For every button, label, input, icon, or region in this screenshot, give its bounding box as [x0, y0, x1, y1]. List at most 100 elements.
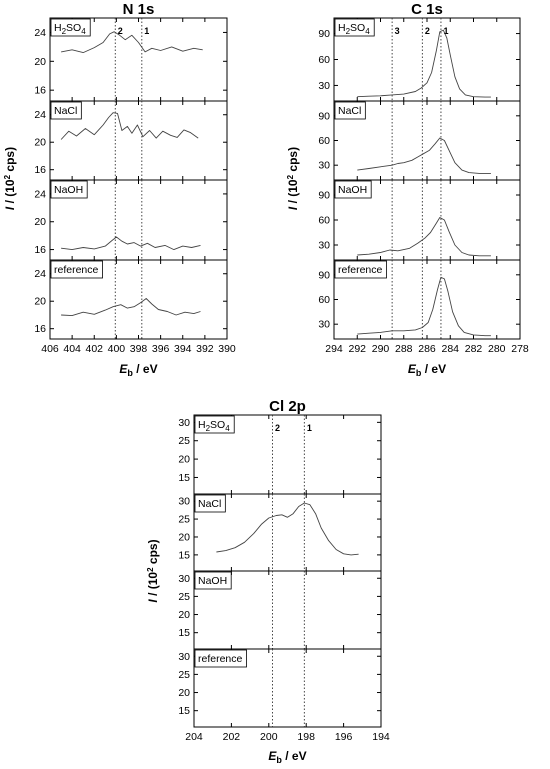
panel-naoh: 16 20 24 NaOH: [34, 179, 228, 261]
y-tick-label: 60: [318, 215, 330, 227]
panel-label-box: [50, 18, 91, 37]
x-tick-label: 402: [85, 343, 103, 355]
x-tick-label: 202: [223, 731, 241, 743]
y-tick-label: 25: [178, 435, 190, 447]
x-tick-label: 286: [418, 343, 436, 355]
x-axis-label: Eb / eV: [119, 362, 157, 378]
panel-label: reference: [338, 264, 383, 276]
x-axis-label: Eb / eV: [408, 362, 446, 378]
panel-label-box: [194, 571, 232, 590]
panel-h2so4: 15 20 25 30 2 1 H2SO4: [178, 414, 382, 495]
spectrum-line-reference: [61, 298, 201, 317]
peak-number: 1: [443, 26, 448, 36]
panel-frame: [193, 648, 382, 728]
panel-label: reference: [198, 653, 243, 665]
panel-label: NaOH: [198, 575, 227, 587]
y-tick-label: 60: [318, 54, 330, 66]
spectrum-line-naoh: [61, 236, 201, 251]
spectrum-line-nacl: [357, 137, 491, 174]
chart-title: C 1s: [411, 1, 443, 18]
panel-label: NaOH: [338, 184, 367, 196]
y-tick-label: 16: [34, 323, 46, 335]
x-tick-label: 198: [297, 731, 315, 743]
panel-nacl: 30 60 90 NaCl: [318, 100, 521, 181]
y-tick-label: 30: [178, 573, 190, 585]
y-axis-label: I / (102 cps): [286, 147, 300, 210]
y-tick-label: 25: [178, 669, 190, 681]
spectrum-line-h2so4: [357, 29, 491, 98]
x-tick-label: 294: [325, 343, 343, 355]
panel-label: NaCl: [338, 105, 361, 117]
panel-label-box: [194, 649, 247, 668]
y-tick-label: 20: [34, 216, 46, 228]
panel-label-box: [334, 18, 375, 37]
panel-label-box: [50, 101, 82, 120]
panel-reference: 16 20 24 reference: [34, 259, 228, 340]
chart-n1s: N 1s 16 20 24 2 1 H2SO4 16 20 24 NaCl 16 20 24 NaOH 16 2…: [3, 1, 236, 378]
y-tick-label: 16: [34, 244, 46, 256]
panel-label-box: [334, 101, 366, 120]
panel-label-box: [334, 260, 387, 279]
x-tick-label: 278: [511, 343, 529, 355]
panel-label: NaCl: [54, 105, 77, 117]
chart-title: N 1s: [123, 1, 155, 18]
y-tick-label: 16: [34, 164, 46, 176]
y-tick-label: 24: [34, 109, 46, 121]
y-tick-label: 20: [34, 137, 46, 149]
panel-h2so4: 30 60 90 3 2 1 H2SO4: [318, 17, 521, 102]
x-axis-label: Eb / eV: [268, 749, 306, 765]
x-tick-label: 406: [41, 343, 59, 355]
x-tick-label: 398: [130, 343, 148, 355]
panel-label-box: [194, 415, 235, 434]
y-tick-label: 15: [178, 705, 190, 717]
spectrum-line-reference: [357, 276, 491, 337]
y-tick-label: 90: [318, 269, 330, 281]
panel-h2so4: 16 20 24 2 1 H2SO4: [34, 17, 228, 102]
panel-label-box: [334, 180, 372, 199]
x-tick-label: 292: [348, 343, 366, 355]
y-tick-label: 20: [178, 609, 190, 621]
y-tick-label: 15: [178, 549, 190, 561]
y-tick-label: 90: [318, 190, 330, 202]
peak-number: 2: [425, 26, 430, 36]
x-tick-label: 396: [152, 343, 170, 355]
x-tick-label: 394: [174, 343, 192, 355]
x-tick-label: 400: [108, 343, 126, 355]
x-tick-label: 392: [196, 343, 214, 355]
y-tick-label: 25: [178, 514, 190, 526]
panel-naoh: 15 20 25 30 NaOH: [178, 570, 382, 650]
panel-label: NaCl: [198, 498, 221, 510]
y-tick-label: 20: [178, 687, 190, 699]
spectrum-line-naoh: [357, 217, 491, 257]
panel-naoh: 30 60 90 NaOH: [318, 179, 521, 261]
peak-number: 3: [395, 26, 400, 36]
panel-label: H2SO4: [54, 22, 86, 36]
y-tick-label: 15: [178, 627, 190, 639]
y-tick-label: 20: [34, 296, 46, 308]
y-tick-label: 24: [34, 268, 46, 280]
x-tick-label: 290: [372, 343, 390, 355]
spectrum-line-nacl: [216, 502, 359, 556]
x-tick-label: 284: [441, 343, 459, 355]
y-tick-label: 30: [318, 319, 330, 331]
y-tick-label: 25: [178, 591, 190, 603]
x-tick-label: 282: [465, 343, 483, 355]
y-tick-label: 60: [318, 294, 330, 306]
panel-nacl: 15 20 25 30 NaCl: [178, 493, 382, 572]
panel-label-box: [50, 260, 103, 279]
y-axis-label: I / (102 cps): [3, 147, 17, 210]
panel-reference: 30 60 90 reference: [318, 259, 521, 340]
x-tick-label: 204: [185, 731, 203, 743]
spectrum-line-h2so4: [61, 31, 203, 54]
y-tick-label: 24: [34, 27, 46, 39]
y-tick-label: 30: [178, 496, 190, 508]
x-tick-label: 194: [372, 731, 390, 743]
panel-label: H2SO4: [198, 419, 230, 433]
peak-number: 2: [118, 26, 123, 36]
chart-title: Cl 2p: [269, 398, 306, 415]
x-tick-label: 404: [63, 343, 81, 355]
panel-label: H2SO4: [338, 22, 370, 36]
panel-label: NaOH: [54, 184, 83, 196]
y-tick-label: 30: [318, 80, 330, 92]
